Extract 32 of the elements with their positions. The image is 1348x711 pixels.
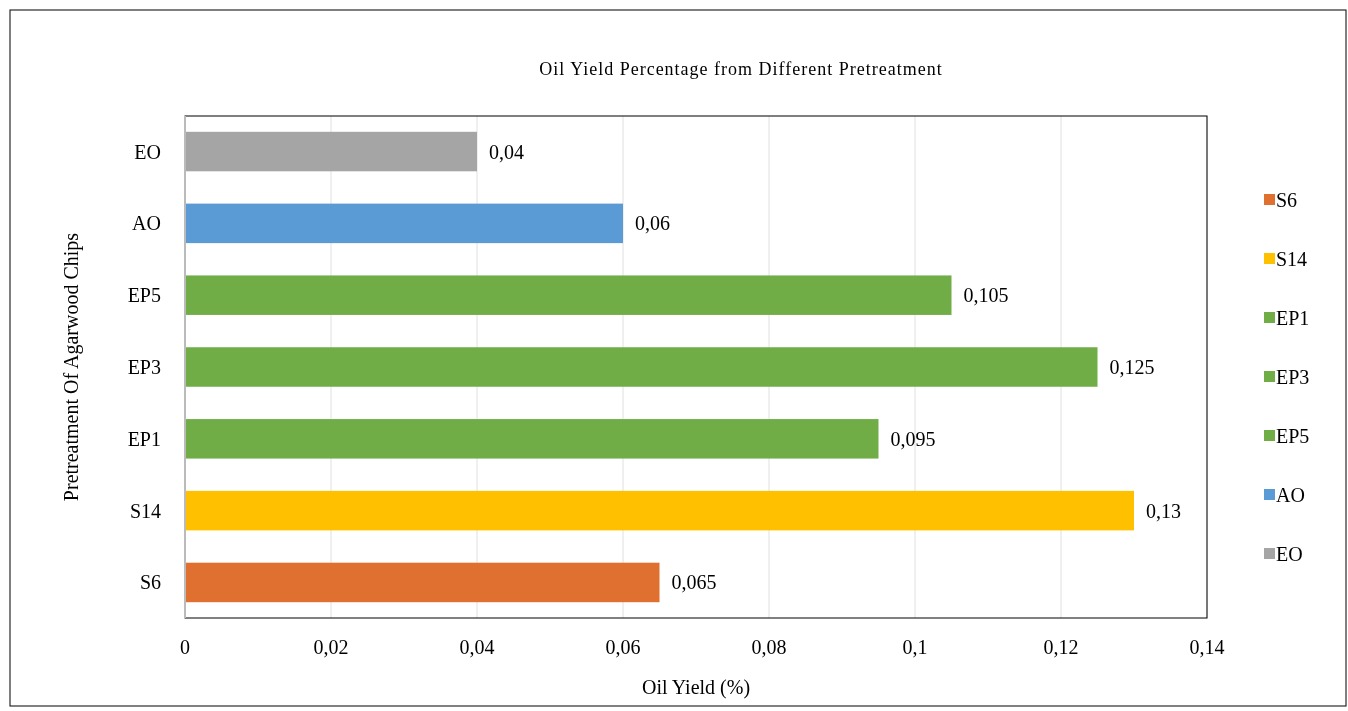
y-tick-label: AO — [132, 212, 161, 235]
data-label: 0,06 — [635, 212, 670, 235]
legend-label: EP3 — [1276, 366, 1310, 388]
x-tick-label: 0,02 — [313, 636, 349, 658]
chart-title: Oil Yield Percentage from Different Pretreatment — [539, 59, 943, 79]
legend-label: EP1 — [1276, 307, 1310, 329]
data-label: 0,065 — [671, 571, 717, 594]
x-tick-label: 0,12 — [1043, 636, 1079, 658]
legend-label: AO — [1276, 484, 1305, 506]
legend-label: EP5 — [1276, 425, 1310, 447]
y-tick-label: S6 — [139, 571, 161, 594]
x-tick-label: 0 — [180, 636, 190, 658]
y-tick-label: S14 — [129, 499, 161, 522]
x-tick-label: 0,04 — [459, 636, 495, 658]
y-axis-title: Pretreatment Of Agarwood Chips — [60, 232, 83, 502]
x-axis-title: Oil Yield (%) — [641, 676, 751, 699]
x-tick-label: 0,08 — [751, 636, 787, 658]
x-tick-label: 0,14 — [1189, 636, 1225, 658]
y-tick-label: EP5 — [127, 284, 161, 307]
data-label: 0,105 — [963, 284, 1009, 307]
data-label: 0,095 — [890, 427, 936, 450]
y-tick-label: EP3 — [127, 356, 161, 378]
x-tick-label: 0,1 — [902, 636, 928, 658]
legend-label: S6 — [1276, 189, 1298, 211]
legend-label: EO — [1276, 543, 1303, 565]
legend-label: S14 — [1276, 248, 1308, 270]
data-label: 0,13 — [1146, 499, 1181, 522]
y-tick-label: EP1 — [127, 427, 161, 450]
y-tick-label: EO — [134, 140, 161, 163]
data-label: 0,04 — [489, 140, 524, 163]
data-label: 0,125 — [1109, 356, 1155, 378]
x-tick-label: 0,06 — [605, 636, 641, 658]
